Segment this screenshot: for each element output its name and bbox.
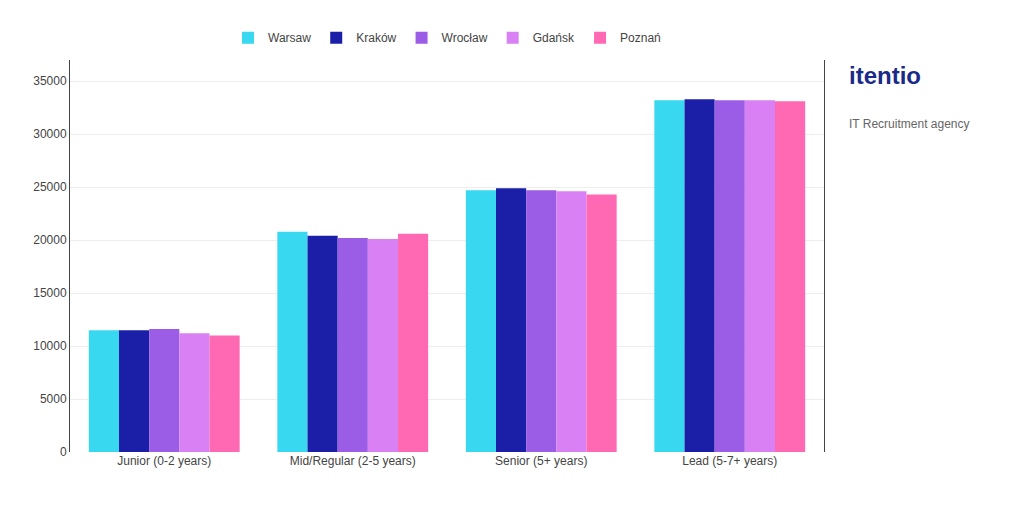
svg-text:itentio: itentio — [849, 62, 921, 89]
svg-text:Mid/Regular (2-5 years): Mid/Regular (2-5 years) — [290, 454, 416, 468]
svg-text:15000: 15000 — [33, 286, 67, 300]
svg-text:Poznań: Poznań — [620, 31, 661, 45]
svg-text:25000: 25000 — [33, 180, 67, 194]
svg-text:Wrocław: Wrocław — [442, 31, 488, 45]
svg-text:Lead (5-7+ years): Lead (5-7+ years) — [682, 454, 777, 468]
svg-text:20000: 20000 — [33, 233, 67, 247]
svg-text:35000: 35000 — [33, 74, 67, 88]
svg-text:0: 0 — [60, 445, 67, 459]
svg-text:IT Recruitment agency: IT Recruitment agency — [849, 117, 970, 131]
svg-text:Senior (5+ years): Senior (5+ years) — [495, 454, 587, 468]
svg-text:5000: 5000 — [40, 392, 67, 406]
svg-text:Warsaw: Warsaw — [268, 31, 311, 45]
svg-text:Gdańsk: Gdańsk — [533, 31, 575, 45]
svg-text:Kraków: Kraków — [356, 31, 396, 45]
svg-text:30000: 30000 — [33, 127, 67, 141]
svg-text:10000: 10000 — [33, 339, 67, 353]
svg-text:Junior (0-2 years): Junior (0-2 years) — [117, 454, 211, 468]
